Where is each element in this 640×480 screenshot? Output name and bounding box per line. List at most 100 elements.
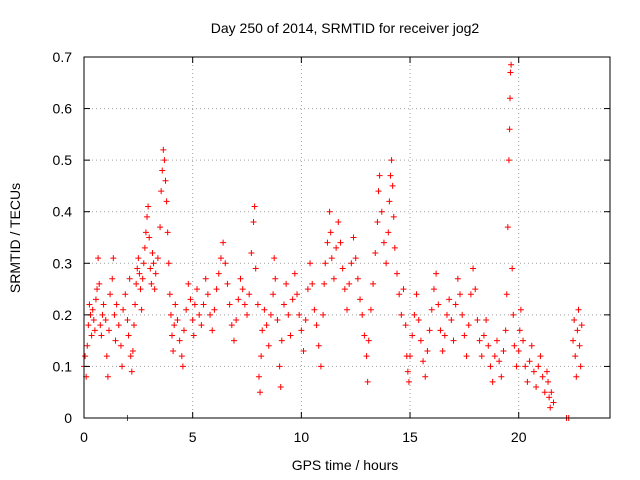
data-point [277, 384, 284, 391]
data-point [537, 353, 544, 360]
data-point [209, 327, 216, 334]
data-point [128, 368, 135, 375]
data-point [136, 270, 143, 277]
data-point [576, 342, 583, 349]
data-point [259, 327, 266, 334]
data-point [398, 311, 405, 318]
y-tick-label: 0.4 [53, 204, 73, 220]
data-point [100, 301, 107, 308]
data-point [191, 301, 198, 308]
data-point [82, 353, 89, 360]
data-point [278, 337, 285, 344]
data-point [141, 244, 148, 251]
data-point [575, 306, 582, 313]
data-point [341, 286, 348, 293]
data-point [328, 255, 335, 262]
data-point [577, 363, 584, 370]
data-point [387, 172, 394, 179]
chart-title: Day 250 of 2014, SRMTID for receiver jog… [211, 20, 480, 36]
data-point [361, 332, 368, 339]
data-point [180, 327, 187, 334]
data-point [133, 280, 140, 287]
data-point [489, 378, 496, 385]
data-point [132, 301, 139, 308]
y-tick-label: 0 [64, 410, 72, 426]
data-point [112, 337, 119, 344]
data-point [270, 291, 277, 298]
data-point [574, 327, 581, 334]
data-point [142, 229, 149, 236]
data-point [251, 203, 258, 210]
data-point [396, 291, 403, 298]
data-point [570, 337, 577, 344]
data-point [88, 332, 95, 339]
data-point [287, 332, 294, 339]
data-point [409, 332, 416, 339]
data-point [480, 332, 487, 339]
data-point [391, 244, 398, 251]
data-point [228, 322, 235, 329]
data-point [504, 224, 511, 231]
y-tick-label: 0.7 [53, 49, 73, 65]
data-point [129, 347, 136, 354]
data-point [161, 157, 168, 164]
y-tick-label: 0.2 [53, 307, 73, 323]
data-point [248, 249, 255, 256]
data-point [457, 291, 464, 298]
data-point [547, 404, 554, 411]
data-point [448, 317, 455, 324]
x-tick-label: 0 [80, 429, 88, 445]
data-point [443, 311, 450, 318]
data-point [496, 358, 503, 365]
data-point [506, 126, 513, 133]
data-point [372, 249, 379, 256]
data-point [380, 239, 387, 246]
data-point [513, 363, 520, 370]
data-point [207, 311, 214, 318]
data-point [535, 363, 542, 370]
data-point [528, 342, 535, 349]
data-point [159, 167, 166, 174]
data-point [517, 306, 524, 313]
data-point [86, 301, 93, 308]
data-point [407, 353, 414, 360]
data-point [413, 291, 420, 298]
data-point [530, 368, 537, 375]
data-point [335, 219, 342, 226]
data-point [333, 244, 340, 251]
data-point [99, 311, 106, 318]
data-point [548, 389, 555, 396]
data-point [573, 373, 580, 380]
data-point [426, 327, 433, 334]
data-point [291, 270, 298, 277]
data-point [315, 342, 322, 349]
data-point [267, 311, 274, 318]
data-point [502, 327, 509, 334]
data-point [237, 275, 244, 282]
data-point [339, 265, 346, 272]
plot-frame [83, 56, 611, 419]
data-point [152, 270, 159, 277]
data-point [224, 280, 231, 287]
data-point [235, 296, 242, 303]
data-point [122, 291, 129, 298]
data-point [386, 198, 393, 205]
data-point [98, 332, 105, 339]
data-point [105, 327, 112, 334]
x-tick-label: 15 [402, 429, 418, 445]
data-point [125, 332, 132, 339]
y-tick-labels: 0 0.1 0.2 0.3 0.4 0.5 0.6 0.7 [53, 49, 73, 426]
data-point [147, 265, 154, 272]
data-point [539, 373, 546, 380]
data-point [145, 203, 152, 210]
data-point [137, 286, 144, 293]
data-point [274, 317, 281, 324]
data-point [324, 239, 331, 246]
data-point [103, 353, 110, 360]
data-point [375, 188, 382, 195]
data-point [520, 337, 527, 344]
data-point [546, 394, 553, 401]
data-point [337, 239, 344, 246]
data-point [202, 275, 209, 282]
data-point [578, 322, 585, 329]
